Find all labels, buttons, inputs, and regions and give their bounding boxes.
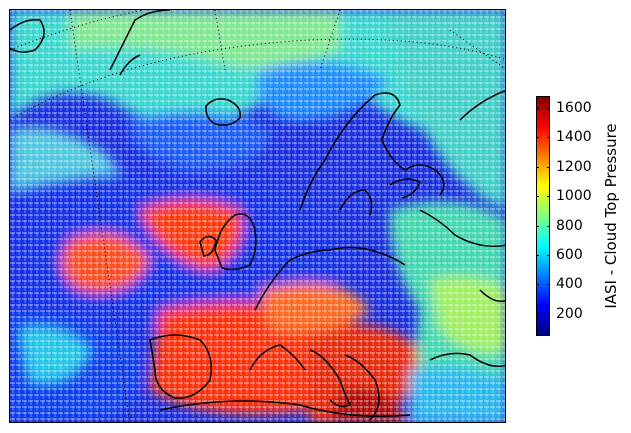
coastlines: [10, 10, 505, 421]
colorbar-tick-mark: [547, 313, 550, 315]
colorbar-tick-mark: [536, 313, 539, 315]
colorbar-tick-mark: [547, 255, 550, 257]
colorbar-label: IASI - Cloud Top Pressure: [602, 123, 620, 309]
cloud-top-pressure-map: [10, 10, 505, 422]
colorbar-tick-mark: [536, 107, 539, 109]
colorbar-tick-mark: [536, 225, 539, 227]
swath-speckle: [10, 10, 505, 422]
colorbar-tick-mark: [536, 196, 539, 198]
colorbar-tick-label: 200: [556, 305, 583, 322]
colorbar-tick-mark: [547, 107, 550, 109]
colorbar-tick-label: 600: [556, 247, 583, 264]
colorbar-tick-mark: [547, 166, 550, 168]
colorbar-tick-mark: [547, 284, 550, 286]
colorbar-tick-label: 1000: [556, 188, 592, 205]
colorbar-tick-mark: [536, 166, 539, 168]
colorbar-tick-mark: [536, 137, 539, 139]
colorbar-tick-label: 400: [556, 276, 583, 293]
colorbar-tick-mark: [547, 137, 550, 139]
colorbar-tick-label: 800: [556, 217, 583, 234]
colorbar-tick-mark: [536, 255, 539, 257]
map-plot-area: [9, 9, 506, 423]
colorbar-tick-label: 1600: [556, 99, 592, 116]
colorbar-tick-label: 1400: [556, 129, 592, 146]
colorbar-tick-mark: [547, 196, 550, 198]
colorbar-tick-mark: [536, 284, 539, 286]
colorbar-tick-mark: [547, 225, 550, 227]
colorbar: [536, 96, 550, 336]
colorbar-tick-label: 1200: [556, 158, 592, 175]
graticule: [10, 10, 505, 422]
